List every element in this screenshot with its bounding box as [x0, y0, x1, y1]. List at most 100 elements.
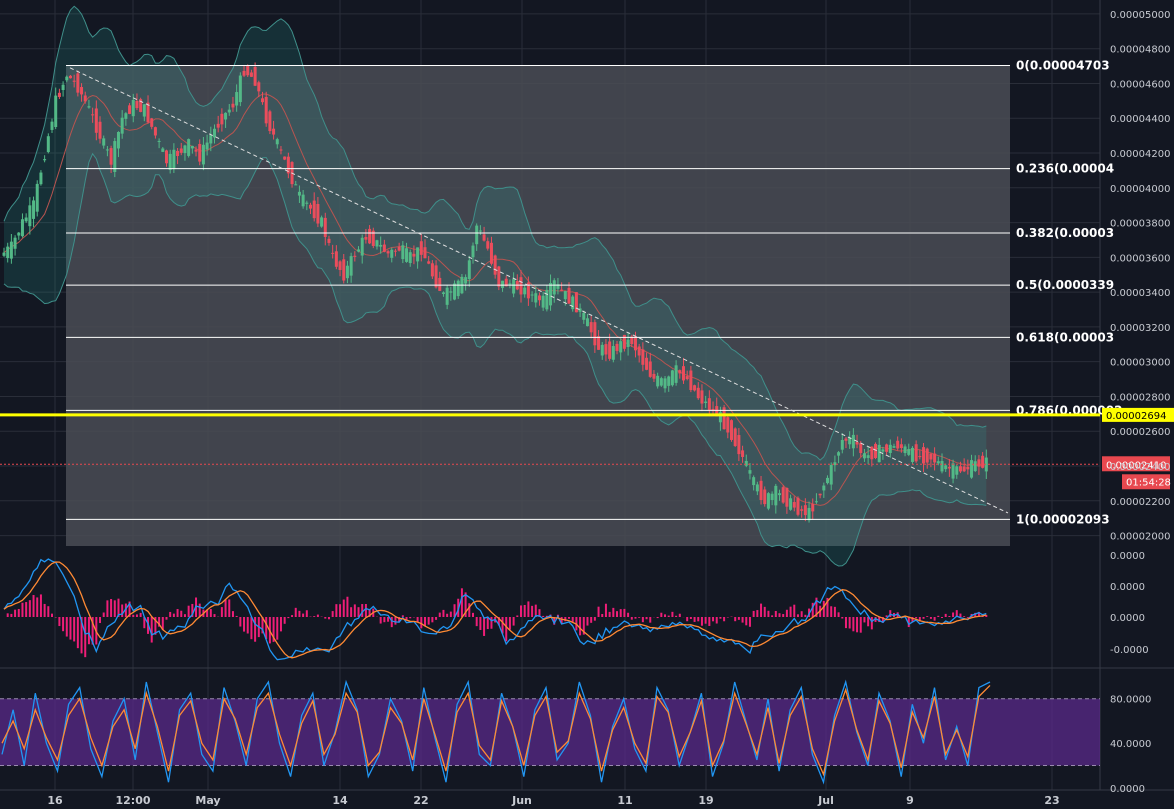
candle-body — [135, 100, 139, 109]
candle-body — [54, 95, 58, 128]
candle-body — [405, 248, 409, 262]
candle-body — [334, 251, 338, 267]
candle-body — [970, 460, 974, 478]
candle-body — [541, 295, 545, 308]
candle-body — [249, 72, 253, 77]
candle-body — [382, 244, 386, 252]
candle-body — [615, 343, 619, 351]
candle-body — [419, 241, 423, 255]
candle-body — [139, 99, 143, 112]
candle-body — [489, 242, 493, 264]
candle-body — [663, 378, 667, 389]
stoch-tick-label: 0.0000 — [1110, 784, 1145, 795]
x-tick-label: 23 — [1044, 794, 1059, 807]
candle-body — [161, 148, 165, 152]
candle-body — [179, 148, 183, 153]
candle-body — [467, 260, 471, 280]
macd-tick-label: 0.0000 — [1110, 582, 1145, 593]
candle-body — [83, 95, 87, 102]
candle-body — [534, 293, 538, 303]
candle-body — [297, 191, 301, 196]
candle-body — [508, 283, 512, 285]
candle-body — [604, 344, 608, 355]
candle-body — [896, 440, 900, 449]
candle-body — [696, 387, 700, 399]
candle-body — [633, 336, 637, 351]
stoch-tick-label: 40.0000 — [1110, 739, 1151, 750]
candle-body — [497, 266, 501, 287]
candle-body — [46, 136, 50, 153]
candle-body — [39, 172, 43, 185]
candle-body — [922, 447, 926, 464]
candle-body — [892, 446, 896, 448]
candle-body — [408, 252, 412, 264]
candle-body — [803, 505, 807, 516]
candle-body — [984, 457, 988, 472]
candle-body — [128, 105, 132, 114]
candle-body — [80, 87, 84, 95]
candle-body — [441, 292, 445, 294]
candle-body — [349, 256, 353, 276]
price-tick-label: 0.00003400 — [1110, 288, 1170, 299]
candle-body — [759, 480, 763, 501]
price-tick-label: 0.00004800 — [1110, 45, 1170, 56]
candle-body — [800, 509, 804, 511]
candle-body — [238, 75, 242, 103]
candle-body — [371, 230, 375, 246]
candle-body — [700, 390, 704, 404]
candle-body — [881, 449, 885, 452]
candle-body — [124, 113, 128, 119]
candle-body — [763, 489, 767, 505]
candle-body — [32, 200, 36, 219]
x-tick-label: 22 — [413, 794, 428, 807]
candle-body — [811, 503, 815, 512]
candle-body — [641, 349, 645, 365]
candle-body — [65, 76, 69, 81]
candle-body — [261, 98, 265, 103]
price-tick-label: 0.00002200 — [1110, 497, 1170, 508]
candle-body — [689, 370, 693, 390]
candle-body — [848, 437, 852, 445]
candle-body — [242, 70, 246, 76]
candle-body — [471, 245, 475, 258]
candle-body — [312, 200, 316, 219]
candle-body — [272, 128, 276, 135]
bollinger-upper — [3, 5, 987, 461]
candle-body — [778, 493, 782, 496]
candle-body — [76, 73, 80, 93]
candle-body — [102, 138, 106, 146]
candle-body — [294, 184, 298, 186]
price-tick-label: 0.00002400 — [1110, 462, 1170, 473]
candle-body — [478, 230, 482, 232]
macd-pane — [3, 558, 988, 661]
candle-body — [209, 135, 213, 144]
x-tick-label: 9 — [906, 794, 914, 807]
candle-body — [755, 484, 759, 492]
candle-body — [885, 444, 889, 452]
candle-body — [453, 283, 457, 300]
candle-body — [157, 140, 161, 142]
candle-body — [866, 455, 870, 458]
candle-body — [342, 259, 346, 281]
candle-body — [268, 111, 272, 132]
candle-body — [449, 291, 453, 293]
candle-body — [501, 280, 505, 288]
candle-body — [231, 103, 235, 108]
axes: 0.00002694 0.00002410 01:54:28 0.00005000 0.… — [47, 10, 1174, 807]
x-tick-label: 19 — [698, 794, 713, 807]
candle-body — [131, 100, 135, 117]
candle-body — [955, 466, 959, 475]
candle-body — [678, 370, 682, 374]
candle-body — [648, 361, 652, 377]
candle-body — [833, 462, 837, 466]
candle-body — [597, 336, 601, 350]
candle-body — [512, 279, 516, 294]
candle-body — [386, 251, 390, 254]
candle-body — [253, 66, 257, 86]
price-tick-label: 0.00005000 — [1110, 10, 1170, 21]
candle-body — [9, 241, 13, 259]
candle-body — [2, 252, 6, 256]
candle-body — [401, 245, 405, 260]
candle-body — [301, 194, 305, 207]
